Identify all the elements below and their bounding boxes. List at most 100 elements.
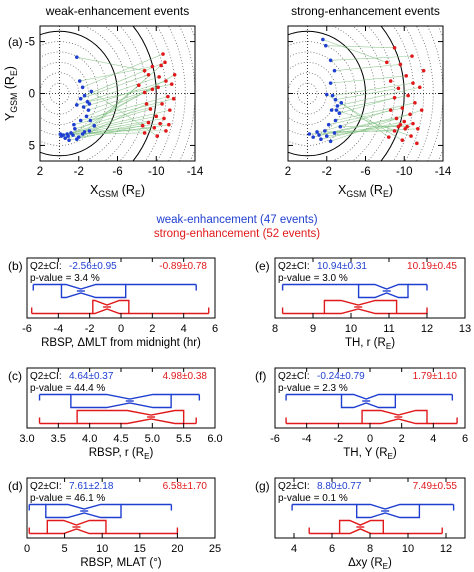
strong-event-point (417, 85, 422, 90)
y-tick-label: 5 (29, 140, 35, 152)
x-tick-label: -4 (53, 323, 63, 335)
q2ci-label: Q2±CI: (278, 371, 310, 382)
grid-circle (144, 26, 167, 161)
x-axis-label: RBSP, ΔMLT from midnight (hr) (41, 337, 201, 349)
x-tick-label: 12 (440, 543, 452, 555)
satellite-link (60, 132, 145, 135)
x-tick-label: -6 (112, 166, 122, 178)
weak-event-point (80, 85, 85, 90)
q2ci-label: Q2±CI: (278, 481, 310, 492)
weak-event-point (72, 122, 76, 127)
satellite-link (335, 102, 415, 121)
weak-event-point (333, 97, 338, 102)
weak-event-point (337, 111, 342, 116)
panel-title: weak-enhancement events (45, 4, 189, 18)
x-tick-label: 20 (171, 543, 183, 555)
grid-circle (367, 26, 395, 161)
grid-circle (119, 26, 147, 161)
x-tick-label: 4.0 (82, 433, 97, 445)
satellite-link (330, 75, 407, 84)
p-value-text: p-value = 3.4 % (30, 273, 100, 284)
weak-event-point (87, 102, 92, 106)
weak-event-point (315, 130, 319, 134)
grid-circle (392, 26, 415, 161)
x-tick-label: 4.5 (113, 433, 128, 445)
x-tick-label: 11 (383, 323, 394, 335)
strong-event-point (411, 81, 415, 85)
weak-event-point (328, 81, 333, 85)
weak-event-point (333, 118, 338, 123)
weak-event-point (82, 130, 87, 134)
scatter-plot-area (40, 26, 195, 161)
strong-event-point (172, 73, 177, 77)
box-body (60, 283, 127, 299)
grid-circle (288, 72, 328, 115)
box-body (76, 409, 185, 425)
weak-event-point (78, 118, 83, 123)
panel-letter: (e) (255, 259, 270, 273)
satellite-link (69, 125, 143, 141)
x-tick-label: 2 (149, 323, 155, 335)
x-tick-label: -6 (270, 433, 280, 445)
strong-event-point (150, 87, 155, 92)
x-tick-label: -2 (333, 433, 343, 445)
weak-event-point (84, 114, 89, 119)
weak-event-point (321, 37, 325, 42)
x-tick-label: 10 (402, 543, 414, 555)
weak-event-point (329, 108, 334, 112)
satellite-link (313, 118, 397, 138)
weak-event-point (75, 103, 79, 107)
satellite-link (337, 86, 420, 107)
grid-circle (168, 26, 186, 161)
weak-q2ci-value: -0.24±0.79 (317, 371, 365, 382)
satellite-link (332, 82, 414, 96)
p-value-text: p-value = 3.0 % (278, 273, 348, 284)
x-tick-label: -10 (396, 166, 413, 178)
grid-circle (40, 41, 109, 146)
x-tick-label: -2 (74, 166, 84, 178)
satellite-link (76, 103, 147, 140)
x-tick-label: 15 (134, 543, 146, 555)
strong-event-point (169, 82, 174, 86)
boxplot-panel-b: Q2±CI: -2.56±0.95 -0.89±0.78 p-value = 3.4 … (8, 257, 218, 335)
weak-event-point (87, 129, 92, 133)
strong-event-point (385, 60, 389, 65)
weak-event-point (67, 138, 71, 143)
weak-event-point (307, 132, 312, 136)
box-body (357, 283, 409, 299)
strong-event-point (164, 79, 168, 83)
scatter-plot-area (288, 26, 443, 161)
strong-event-point (152, 125, 157, 130)
weak-notched-box (32, 283, 197, 299)
x-tick-label: 0 (24, 543, 30, 555)
x-tick-label: 5.5 (176, 433, 191, 445)
weak-event-point (328, 139, 333, 144)
x-tick-label: 13 (459, 323, 471, 335)
strong-notched-box (38, 409, 197, 425)
weak-event-point (81, 105, 86, 109)
q2ci-label: Q2±CI: (30, 371, 62, 382)
y-axis-label: YGSM (RE) (3, 66, 19, 121)
satellite-link (94, 84, 140, 126)
x-tick-label: -4 (302, 433, 312, 445)
satellite-link (88, 86, 159, 111)
weak-event-point (89, 89, 94, 94)
satellite-link (67, 109, 170, 135)
strong-event-point (410, 54, 414, 58)
strong-event-point (388, 79, 393, 83)
legend-strong: strong-enhancement (52 events) (154, 228, 320, 240)
strong-notched-box (308, 519, 443, 535)
weak-event-point (78, 96, 83, 101)
weak-event-point (334, 108, 339, 112)
weak-notched-box (281, 283, 428, 299)
weak-event-point (319, 137, 323, 141)
x-tick-label: 9 (310, 323, 316, 335)
weak-event-point (326, 122, 331, 127)
box-body (356, 503, 421, 519)
weak-notched-box (28, 503, 173, 519)
strong-event-point (413, 101, 417, 105)
satellite-link (80, 96, 168, 121)
x-tick-label: -2 (322, 166, 332, 178)
strong-event-point (156, 85, 160, 90)
weak-event-point (317, 133, 321, 137)
